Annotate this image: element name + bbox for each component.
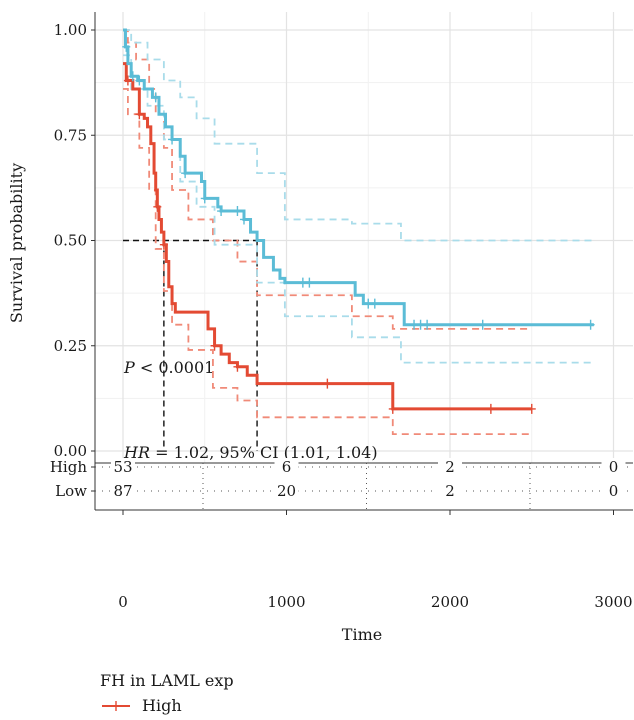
risk-table-cell: 20 [277,482,296,500]
censor-marks [122,41,595,414]
grid [95,12,633,463]
censor-mark-low [122,41,131,52]
ci-lower-low [123,54,594,364]
x-tick-label: 2000 [431,593,469,611]
x-tick-label: 0 [118,593,128,611]
censor-mark-high [153,201,162,212]
censor-mark-low [239,214,248,225]
y-axis-ticks: 0.00 0.25 0.50 0.75 1.00 [54,21,95,460]
y-tick-label: 0.50 [54,232,87,250]
x-axis-title: Time [342,625,382,644]
censor-mark-low [305,277,314,288]
y-tick-label: 0.75 [54,126,87,144]
censor-mark-high [486,403,495,414]
p-text: < 0.0001 [135,358,215,377]
legend-title: FH in LAML exp [100,671,234,690]
censor-mark-high [210,340,219,351]
censor-mark-high [135,109,144,120]
censor-mark-low [151,92,160,103]
y-tick-label: 0.00 [54,442,87,460]
y-axis-title: Survival probability [7,163,26,323]
censor-mark-low [128,71,137,82]
y-tick-label: 0.25 [54,337,87,355]
censor-mark-low [217,206,226,217]
risk-table-cell: 0 [609,458,619,476]
censor-mark-high [323,378,332,389]
risk-table-cell-bg [274,458,299,476]
censor-mark-low [181,168,190,179]
survival-curve-low [123,28,594,327]
legend-label-low: Low [142,718,176,720]
censor-mark-low [200,193,209,204]
censor-mark-low [370,298,379,309]
x-tick-label: 3000 [594,593,632,611]
hr-text: = 1.02, 95% CI (1.01, 1.04) [150,443,378,462]
ci-lower-high [123,88,532,436]
x-tick-label: 1000 [267,593,305,611]
y-tick-label: 1.00 [54,21,87,39]
hr-annotation: HR = 1.02, 95% CI (1.01, 1.04) [123,443,378,462]
risk-table-cell: 2 [445,458,455,476]
ci-upper-high [123,29,532,330]
censor-mark-low [233,206,242,217]
risk-table-cell-bg [274,482,299,500]
censor-mark-high [388,403,397,414]
risk-table-cell: 87 [113,482,132,500]
risk-table-cell: 2 [445,482,455,500]
x-axis-ticks: 0 1000 2000 3000 [95,509,633,611]
risk-table-cell-bg [111,482,135,500]
hr-label: HR [123,443,150,462]
risk-table-row-label: High [50,458,87,476]
censor-mark-high [123,75,132,86]
p-label: P [123,358,135,377]
risk-table-cell: 53 [113,458,132,476]
censor-mark-high [527,403,536,414]
p-value-annotation: P < 0.0001 [123,358,214,377]
legend-label-high: High [142,696,182,715]
censor-mark-low [135,75,144,86]
risk-table-cell-bg [438,458,462,476]
censor-mark-high [233,361,242,372]
risk-table-row-label: Low [55,482,87,500]
survival-curves [123,28,594,411]
ci-upper-low [123,29,594,242]
legend: FH in LAML exp High Low [100,671,234,720]
risk-table-cell-bg [601,458,626,476]
risk-table-cell-bg [601,482,626,500]
risk-table-cell-bg [438,482,462,500]
risk-table-cell-bg [111,458,135,476]
censor-mark-low [423,319,432,330]
confidence-bands [123,29,594,436]
annotations: P < 0.0001 HR = 1.02, 95% CI (1.01, 1.04… [123,358,378,462]
censor-mark-low [586,319,595,330]
risk-table-cell: 6 [282,458,292,476]
censor-mark-low [168,134,177,145]
risk-table-cell: 0 [609,482,619,500]
censor-mark-low [478,319,487,330]
censor-mark-high [159,239,168,250]
